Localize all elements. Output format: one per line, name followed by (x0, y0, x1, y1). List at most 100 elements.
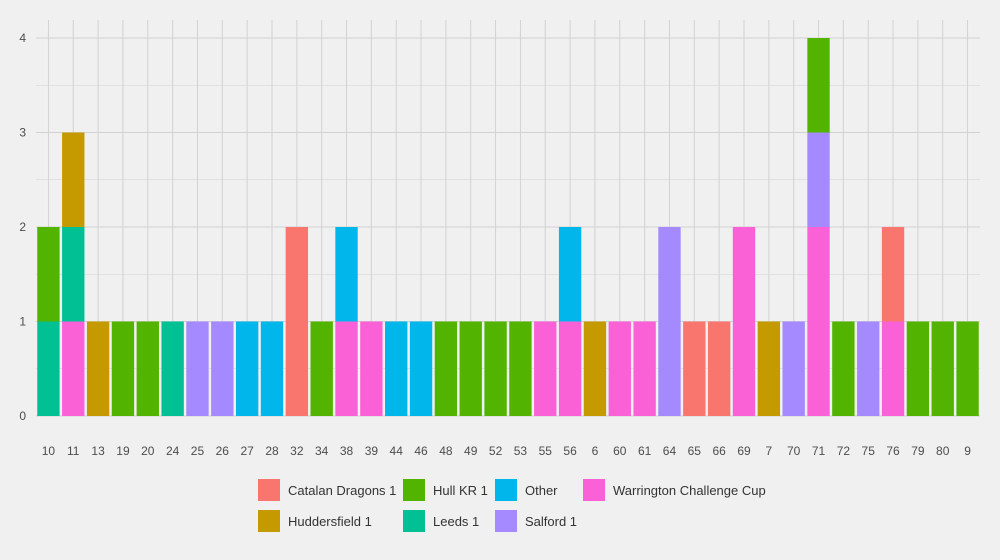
bar-segment (881, 321, 905, 416)
bar-segment (161, 321, 184, 416)
legend-label: Salford 1 (525, 513, 578, 529)
bar-segment (658, 227, 681, 416)
bar-segment (434, 321, 458, 416)
x-tick-label: 7 (765, 444, 772, 458)
bar-segment (409, 321, 433, 416)
bar-segment (62, 132, 85, 227)
legend-swatch (258, 479, 280, 501)
x-tick-label: 61 (638, 444, 652, 458)
x-tick-label: 20 (141, 444, 155, 458)
bar-segment (558, 321, 582, 416)
bar-segment (37, 321, 60, 416)
bar-segment (335, 321, 358, 416)
bar-segment (583, 321, 607, 416)
y-tick-label: 2 (19, 220, 26, 234)
y-tick-label: 1 (19, 315, 26, 329)
legend-swatch (258, 510, 280, 532)
x-tick-label: 39 (365, 444, 379, 458)
x-tick-label: 32 (290, 444, 304, 458)
bar-segment (484, 321, 507, 416)
x-tick-label: 49 (464, 444, 478, 458)
bar-segment (558, 227, 582, 322)
bar-segment (807, 38, 830, 133)
x-tick-label: 6 (592, 444, 599, 458)
bar-segment (881, 227, 905, 322)
x-tick-label: 53 (514, 444, 528, 458)
bar-segment (360, 321, 383, 416)
bar-segment (86, 321, 110, 416)
y-tick-label: 3 (19, 126, 26, 140)
x-tick-label: 64 (663, 444, 677, 458)
x-tick-label: 13 (91, 444, 105, 458)
bar-segment (62, 321, 85, 416)
bar-segment (956, 321, 979, 416)
bar-segment (335, 227, 358, 322)
bar-segment (906, 321, 930, 416)
x-tick-label: 28 (265, 444, 279, 458)
bar-segment (459, 321, 482, 416)
legend-item-huddersfield-1: Huddersfield 1 (258, 509, 372, 533)
bar-segment (534, 321, 557, 416)
bar-segment (707, 321, 731, 416)
legend-item-hull-kr-1: Hull KR 1 (403, 478, 488, 502)
legend-label: Other (525, 482, 558, 498)
bar-segment (385, 321, 408, 416)
x-tick-label: 10 (42, 444, 56, 458)
legend-swatch (403, 510, 425, 532)
bar-segment (111, 321, 135, 416)
legend-item-other: Other (495, 478, 558, 502)
x-tick-label: 76 (886, 444, 900, 458)
x-tick-label: 69 (737, 444, 751, 458)
legend-label: Huddersfield 1 (288, 513, 372, 529)
x-tick-label: 11 (67, 444, 80, 458)
bar-segment (285, 227, 309, 416)
x-tick-label: 65 (688, 444, 702, 458)
x-tick-label: 52 (489, 444, 503, 458)
bar-segment (608, 321, 631, 416)
x-tick-label: 44 (390, 444, 404, 458)
x-tick-label: 72 (837, 444, 851, 458)
bar-segment (186, 321, 209, 416)
x-tick-label: 25 (191, 444, 205, 458)
bar-segment (757, 321, 781, 416)
x-tick-label: 9 (964, 444, 971, 458)
x-tick-label: 79 (911, 444, 925, 458)
bar-segment (857, 321, 880, 416)
legend-swatch (495, 479, 517, 501)
bar-segment (211, 321, 234, 416)
bar-segment (310, 321, 333, 416)
bar-segment (62, 227, 85, 322)
bar-segment (260, 321, 284, 416)
legend-item-catalan-dragons-1: Catalan Dragons 1 (258, 478, 396, 502)
x-tick-label: 26 (216, 444, 230, 458)
legend-swatch (583, 479, 605, 501)
y-tick-label: 4 (19, 31, 26, 45)
x-tick-label: 34 (315, 444, 329, 458)
bar-segment (509, 321, 532, 416)
bar-segment (37, 227, 60, 322)
x-tick-label: 80 (936, 444, 950, 458)
legend-label: Leeds 1 (433, 513, 480, 529)
x-tick-label: 27 (240, 444, 254, 458)
legend-label: Catalan Dragons 1 (288, 482, 397, 498)
legend-item-salford-1: Salford 1 (495, 509, 577, 533)
legend-swatch (495, 510, 517, 532)
bar-segment (782, 321, 805, 416)
x-tick-label: 24 (166, 444, 180, 458)
y-tick-label: 0 (19, 409, 26, 423)
x-tick-label: 55 (539, 444, 553, 458)
x-tick-label: 48 (439, 444, 453, 458)
x-tick-label: 60 (613, 444, 627, 458)
bar-segment (832, 321, 855, 416)
x-tick-label: 66 (712, 444, 726, 458)
x-tick-label: 46 (414, 444, 428, 458)
bar-segment (683, 321, 706, 416)
bar-segment (136, 321, 159, 416)
legend-label: Hull KR 1 (433, 482, 488, 498)
x-tick-label: 38 (340, 444, 354, 458)
legend-swatch (403, 479, 425, 501)
bar-segment (931, 321, 954, 416)
legend-label: Warrington Challenge Cup (613, 482, 766, 498)
legend-item-leeds-1: Leeds 1 (403, 509, 479, 533)
